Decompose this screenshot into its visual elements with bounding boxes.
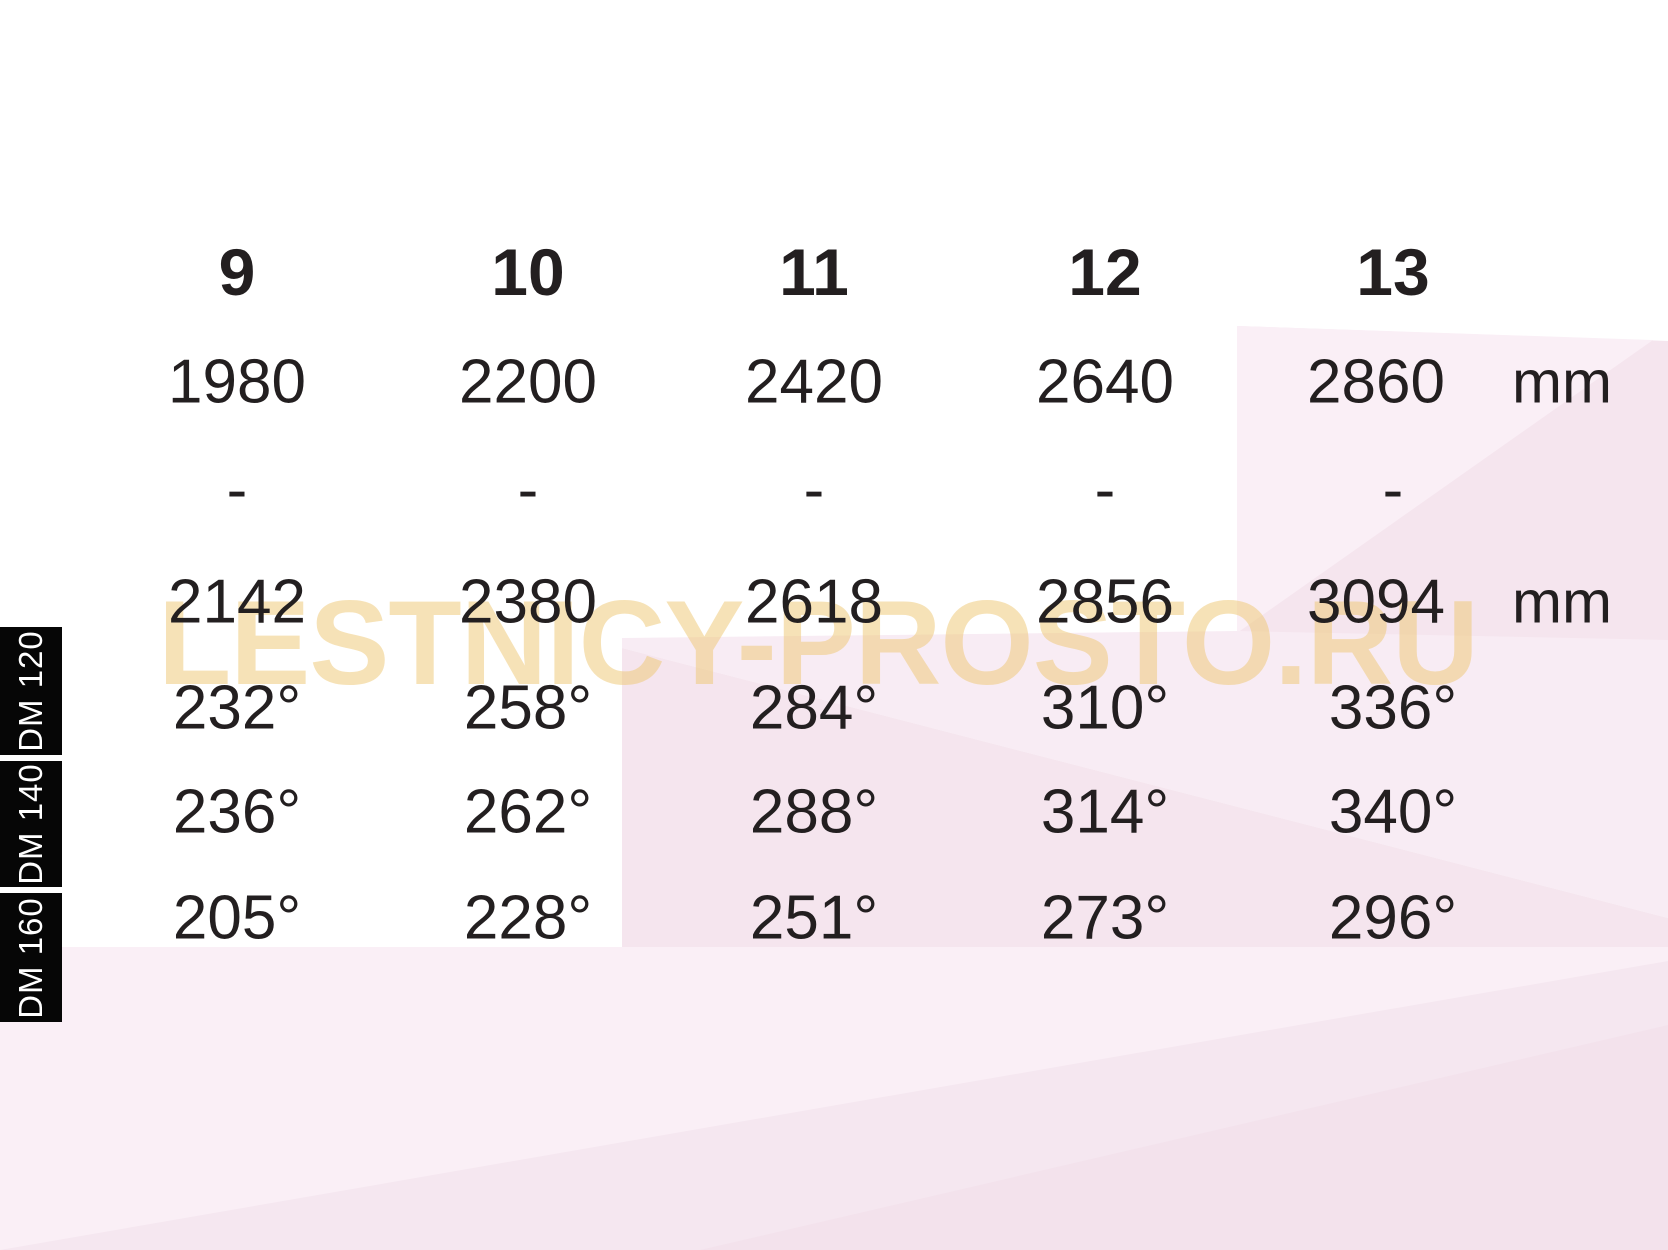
table-cell: 262°: [463, 777, 593, 847]
column-header-12: 12: [1068, 235, 1142, 309]
table-cell: 258°: [463, 673, 593, 743]
table-cell: 340°: [1328, 777, 1458, 847]
row-label-dm-160: DM 160: [0, 893, 62, 1022]
table-cell: -: [1094, 455, 1116, 525]
bg-right-top-triangle: [1237, 326, 1653, 633]
table-cell: -: [1382, 455, 1404, 525]
table-cell: 310°: [1040, 673, 1170, 743]
table-cell: 2640: [1036, 347, 1174, 417]
unit-label-mm: mm: [1512, 568, 1612, 636]
unit-label-mm: mm: [1512, 348, 1612, 416]
table-cell: 2860: [1307, 347, 1445, 417]
bg-middle-band-dark: [622, 648, 1668, 947]
table-cell: 2618: [745, 567, 883, 637]
table-cell: 336°: [1328, 673, 1458, 743]
column-header-13: 13: [1356, 235, 1430, 309]
table-cell: 1980: [168, 347, 306, 417]
table-cell: -: [226, 455, 248, 525]
table-cell: 288°: [749, 777, 879, 847]
table-cell: 3094: [1307, 567, 1445, 637]
table-cell: 2420: [745, 347, 883, 417]
table-cell: 2142: [168, 567, 306, 637]
table-cell: 228°: [463, 883, 593, 953]
table-cell: -: [803, 455, 825, 525]
table-cell: 273°: [1040, 883, 1170, 953]
table-cell: 2856: [1036, 567, 1174, 637]
bg-bottom-wedge-b: [700, 1025, 1668, 1250]
table-cell: 284°: [749, 673, 879, 743]
row-label-text: DM 120: [12, 630, 49, 752]
table-cell: 236°: [172, 777, 302, 847]
column-header-9: 9: [218, 235, 256, 309]
table-cell: 232°: [172, 673, 302, 743]
table-cell: 251°: [749, 883, 879, 953]
site-watermark: LESTNICY-PROSTO.RU: [158, 576, 1479, 710]
column-header-10: 10: [491, 235, 565, 309]
table-cell: 2200: [459, 347, 597, 417]
bg-middle-band-light: [622, 631, 1668, 918]
row-label-dm-120: DM 120: [0, 627, 62, 755]
table-cell: 205°: [172, 883, 302, 953]
table-cell: 296°: [1328, 883, 1458, 953]
table-cell: -: [517, 455, 539, 525]
row-label-text: DM 140: [12, 763, 49, 885]
column-header-11: 11: [779, 235, 849, 309]
table-cell: 2380: [459, 567, 597, 637]
row-label-text: DM 160: [12, 896, 49, 1019]
table-cell: 314°: [1040, 777, 1170, 847]
row-label-dm-140: DM 140: [0, 761, 62, 887]
